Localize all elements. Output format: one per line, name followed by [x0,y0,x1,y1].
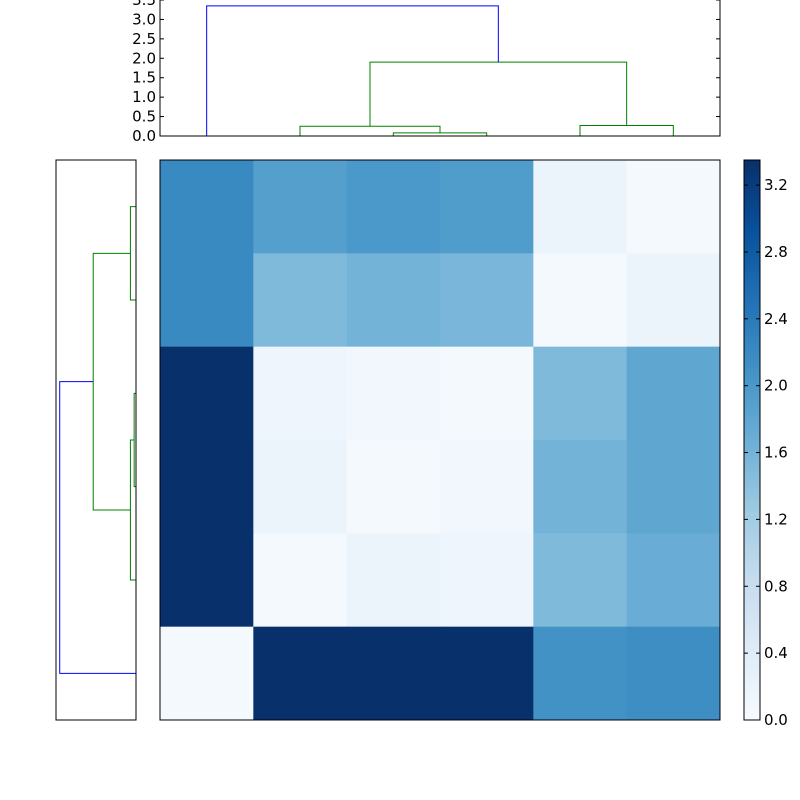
heatmap-cell [160,626,254,721]
colorbar-bar [743,159,761,721]
left-dendrogram-link [59,381,136,674]
heatmap-cell [253,346,348,441]
top-dendrogram-tick-label: 3.0 [132,10,156,28]
heatmap-cell [440,533,534,628]
heatmap-cell [440,160,534,254]
colorbar-tick-label: 0.0 [764,711,788,729]
heatmap-cell [626,160,721,254]
colorbar: 0.0 0.4 0.8 1.2 1.6 2.0 2.4 2.8 3.2 [743,159,788,729]
heatmap-cell [160,533,254,628]
heatmap-cell [626,253,721,348]
heatmap-cell [626,346,721,441]
heatmap-cell [533,440,628,534]
heatmap-cell [346,160,441,254]
heatmap [159,159,721,721]
top-dendrogram-tick-label: 3.5 [132,0,156,9]
colorbar-tick-label: 1.6 [764,444,788,462]
heatmap-cell [346,253,441,348]
top-dendrogram-tick-label: 0.0 [132,127,156,145]
heatmap-cell [346,346,441,441]
heatmap-cell [626,626,721,721]
left-dendrogram [55,159,137,721]
colorbar-tick-label: 0.4 [764,644,788,662]
heatmap-cell [160,160,254,254]
heatmap-cell [160,253,254,348]
colorbar-tick-label: 0.8 [764,577,788,595]
left-dendrogram-frame [55,159,137,721]
heatmap-cell [440,346,534,441]
colorbar-tick-label: 3.2 [764,176,788,194]
heatmap-cell [626,533,721,628]
heatmap-frame [159,159,721,721]
heatmap-cell [253,253,348,348]
heatmap-cell [440,253,534,348]
heatmap-cell [346,440,441,534]
heatmap-cell [346,626,441,721]
top-dendrogram-link [206,5,499,136]
colorbar-tick-label: 2.4 [764,310,788,328]
top-dendrogram-tick-label: 2.5 [132,30,156,48]
heatmap-cell [253,440,348,534]
heatmap-cell [440,626,534,721]
top-dendrogram-tick-label: 1.5 [132,69,156,87]
colorbar-tick-label: 2.0 [764,377,788,395]
heatmap-cell [253,533,348,628]
top-dendrogram-frame [159,0,721,137]
heatmap-cell [440,440,534,534]
heatmap-cell [253,160,348,254]
heatmap-cell [626,440,721,534]
heatmap-cell [160,440,254,534]
heatmap-cell [533,160,628,254]
top-dendrogram: 0.00.5 1.01.5 2.02.5 3.03.5 [132,0,721,145]
heatmap-cell [533,346,628,441]
heatmap-cell [160,346,254,441]
top-dendrogram-tick-label: 1.0 [132,88,156,106]
heatmap-cell [533,533,628,628]
heatmap-cell [346,533,441,628]
heatmap-cell [253,626,348,721]
top-dendrogram-tick-label: 2.0 [132,49,156,67]
top-dendrogram-tick-label: 0.5 [132,108,156,126]
heatmap-cell [533,626,628,721]
colorbar-tick-label: 2.8 [764,243,788,261]
colorbar-tick-label: 1.2 [764,510,788,528]
heatmap-cell [533,253,628,348]
